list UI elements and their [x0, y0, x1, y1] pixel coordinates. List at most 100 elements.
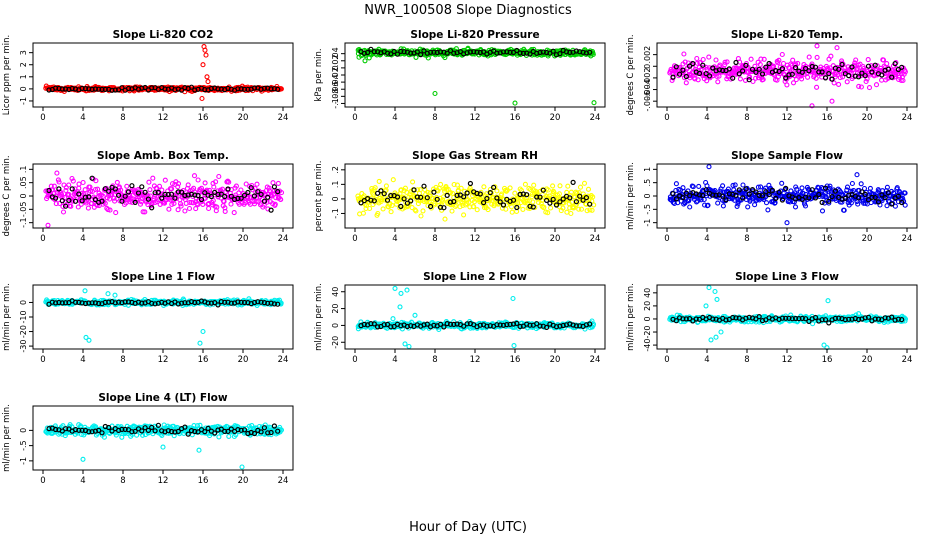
y-tick-label: -.1 [331, 208, 340, 219]
x-tick-label: 0 [40, 113, 45, 123]
data-point [404, 287, 410, 293]
reference-point [218, 191, 224, 197]
x-tick-label: 12 [158, 113, 169, 123]
x-tick-label: 8 [120, 113, 125, 123]
reference-point [686, 63, 693, 69]
y-axis: -.1-.050.05.1 [19, 166, 33, 228]
reference-point [46, 187, 52, 194]
y-tick-label: -.02 [331, 67, 340, 83]
reference-point [255, 189, 261, 195]
data-point [795, 60, 801, 66]
x-tick-label: 16 [510, 234, 521, 244]
data-point [238, 187, 244, 193]
data-point [680, 69, 686, 75]
reference-point [258, 191, 264, 197]
reference-point [855, 74, 862, 80]
reference-point [139, 85, 145, 91]
data-point [66, 182, 72, 188]
data-point [272, 201, 278, 207]
data-point [681, 51, 687, 57]
reference-point [165, 191, 171, 198]
x-tick-label: 0 [40, 355, 45, 365]
x-axis: 0 4 8 12 16 20 24 [352, 349, 600, 365]
data-point [62, 195, 68, 201]
reference-point [451, 50, 457, 56]
data-point [51, 183, 57, 189]
y-tick-label: 0 [331, 323, 340, 328]
reference-point [683, 73, 689, 80]
data-point [356, 54, 362, 60]
reference-point [514, 47, 520, 54]
reference-point [434, 49, 440, 56]
y-tick-label: .1 [19, 166, 28, 174]
y-tick-label: -.006 [643, 91, 652, 112]
data-point [216, 173, 222, 180]
y-tick-label: 0 [331, 196, 340, 201]
figure-title: NWR_100508 Slope Diagnostics [364, 3, 572, 18]
reference-point [520, 50, 527, 57]
data-point [228, 201, 234, 207]
x-tick-label: 12 [470, 234, 481, 244]
reference-point [792, 64, 799, 71]
data-point [892, 74, 898, 80]
data-point [68, 203, 74, 209]
data-point [713, 334, 719, 340]
reference-point [145, 196, 151, 202]
reference-point [676, 71, 683, 77]
y-tick-label: 0 [331, 65, 340, 70]
data-point [814, 84, 820, 90]
reference-point [92, 197, 99, 203]
data-point [829, 98, 835, 104]
x-axis: 0 4 8 12 16 20 24 [40, 228, 288, 244]
data-point [757, 61, 763, 68]
reference-point [86, 194, 92, 200]
data-point [712, 288, 718, 295]
y-tick-label: 40 [331, 287, 340, 297]
reference-point [730, 75, 736, 81]
reference-point [388, 51, 394, 57]
data-point [831, 80, 837, 86]
reference-point [892, 60, 898, 67]
data-point [397, 304, 403, 310]
reference-point [776, 68, 782, 75]
data-point [392, 285, 398, 291]
data-point [896, 76, 902, 83]
x-tick-label: 24 [902, 355, 913, 365]
reference-point [175, 189, 181, 195]
data-point [425, 55, 431, 61]
x-tick-label: 20 [238, 234, 249, 244]
reference-point [72, 198, 79, 204]
data-point [159, 187, 165, 193]
data-point [107, 207, 113, 213]
data-point [398, 187, 404, 193]
data-point [254, 181, 260, 187]
reference-point [537, 49, 543, 56]
data-point [591, 202, 597, 208]
data-point [825, 298, 831, 304]
data-point [119, 434, 125, 440]
x-tick-label: 4 [80, 113, 85, 123]
reference-point [802, 65, 809, 72]
reference-point [444, 50, 450, 56]
data-point [522, 181, 528, 187]
data-point [673, 181, 679, 187]
data-point [76, 181, 82, 187]
x-tick-label: 24 [902, 113, 913, 123]
data-point [213, 179, 219, 185]
data-point [873, 82, 880, 88]
x-tick-label: 0 [352, 355, 357, 365]
reference-point [235, 86, 241, 92]
x-tick-label: 16 [822, 234, 833, 244]
reference-point [62, 86, 69, 92]
reference-point [142, 189, 148, 195]
panel-title: Slope Line 2 Flow [423, 271, 527, 283]
data-point [858, 181, 864, 187]
data-point [112, 292, 118, 298]
reference-point [749, 66, 756, 72]
x-tick-label: 0 [352, 113, 357, 123]
reference-point [869, 69, 875, 75]
reference-point [99, 198, 105, 204]
y-tick-label: 0 [643, 316, 652, 321]
